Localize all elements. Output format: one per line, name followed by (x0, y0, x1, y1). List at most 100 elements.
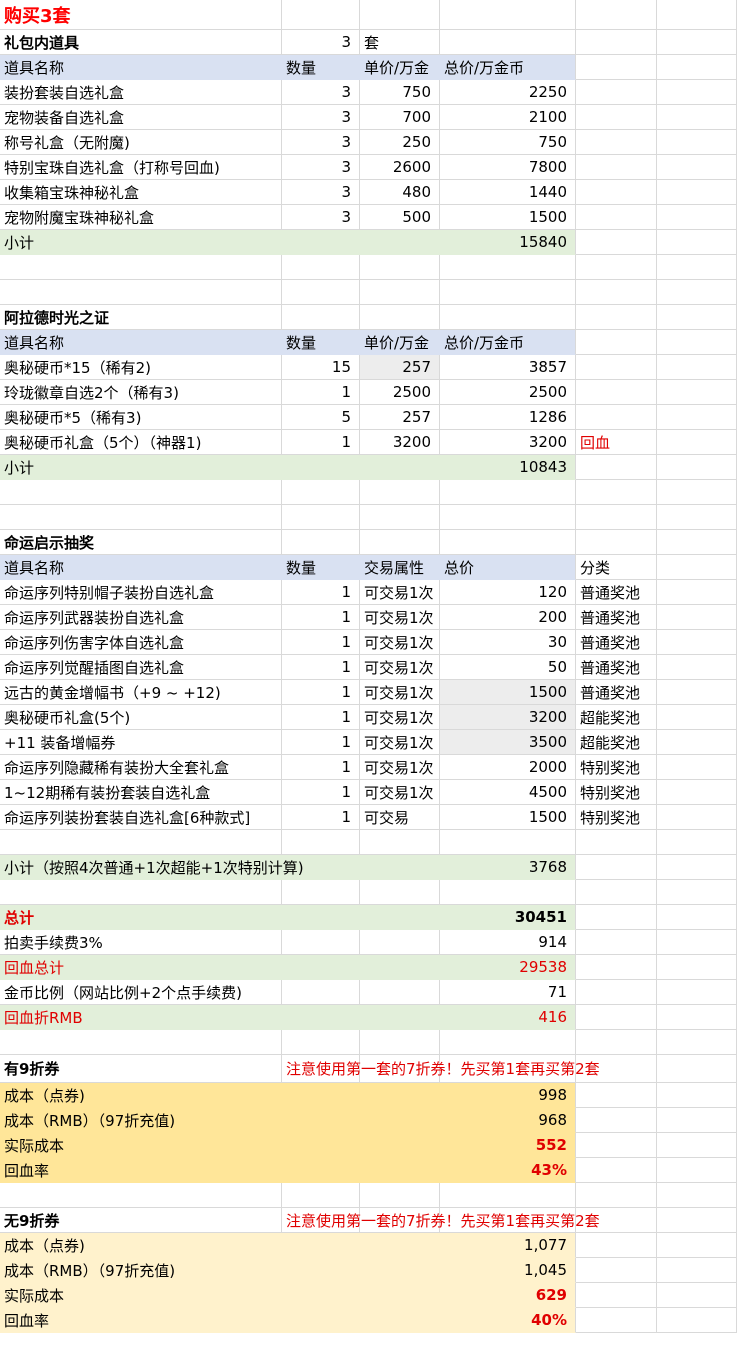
cell[interactable]: 超能奖池 (576, 730, 657, 755)
cell[interactable]: 实际成本 (0, 1133, 282, 1158)
cell[interactable]: 3 (282, 105, 360, 130)
cell[interactable] (657, 780, 737, 805)
cell[interactable]: 629 (440, 1283, 576, 1308)
cell[interactable] (657, 1055, 737, 1083)
cell[interactable]: 750 (440, 130, 576, 155)
cell[interactable]: 拍卖手续费3% (0, 930, 282, 955)
cell[interactable] (657, 955, 737, 980)
cell[interactable]: 1 (282, 605, 360, 630)
cell[interactable] (360, 480, 440, 505)
cell[interactable]: 500 (360, 205, 440, 230)
cell[interactable]: 1 (282, 730, 360, 755)
cell[interactable] (576, 380, 657, 405)
cell[interactable] (657, 130, 737, 155)
cell[interactable]: 可交易1次 (360, 680, 440, 705)
cell[interactable]: 10843 (440, 455, 576, 480)
cell[interactable]: 交易属性 (360, 555, 440, 580)
cell[interactable]: 30 (440, 630, 576, 655)
cell[interactable] (282, 0, 360, 30)
cell[interactable] (0, 1183, 282, 1208)
cell[interactable] (576, 230, 657, 255)
cell[interactable]: 特别宝珠自选礼盒（打称号回血) (0, 155, 282, 180)
cell[interactable] (657, 1158, 737, 1183)
cell[interactable]: 1,045 (440, 1258, 576, 1283)
cell[interactable]: 可交易 (360, 805, 440, 830)
cell[interactable] (282, 480, 360, 505)
cell[interactable] (657, 305, 737, 330)
cell[interactable] (440, 1183, 576, 1208)
cell[interactable]: 套 (360, 30, 440, 55)
cell[interactable] (282, 1258, 360, 1283)
cell[interactable] (282, 230, 360, 255)
cell[interactable] (576, 505, 657, 530)
cell[interactable] (440, 1030, 576, 1055)
cell[interactable]: 3200 (440, 705, 576, 730)
cell[interactable]: 3200 (360, 430, 440, 455)
cell[interactable] (440, 30, 576, 55)
cell[interactable] (440, 505, 576, 530)
cell[interactable]: 总价/万金币 (440, 55, 576, 80)
cell[interactable]: 3768 (440, 855, 576, 880)
cell[interactable]: 命运序列特别帽子装扮自选礼盒 (0, 580, 282, 605)
cell[interactable] (657, 530, 737, 555)
cell[interactable] (657, 480, 737, 505)
cell[interactable] (576, 855, 657, 880)
cell[interactable] (576, 1005, 657, 1030)
cell[interactable]: 小计（按照4次普通+1次超能+1次特别计算) (0, 855, 304, 880)
cell[interactable]: 3 (282, 205, 360, 230)
cell[interactable] (576, 30, 657, 55)
cell[interactable] (0, 1030, 282, 1055)
cell[interactable] (657, 230, 737, 255)
cell[interactable] (657, 105, 737, 130)
cell[interactable]: 3 (282, 130, 360, 155)
cell[interactable]: 416 (440, 1005, 576, 1030)
cell[interactable] (360, 830, 440, 855)
cell[interactable] (576, 1108, 657, 1133)
cell[interactable]: 1~12期稀有装扮套装自选礼盒 (0, 780, 282, 805)
cell[interactable] (282, 905, 360, 930)
cell[interactable]: 实际成本 (0, 1283, 282, 1308)
cell[interactable]: 分类 (576, 555, 657, 580)
cell[interactable]: 1 (282, 755, 360, 780)
cell[interactable] (440, 480, 576, 505)
cell[interactable]: 可交易1次 (360, 730, 440, 755)
cell[interactable] (282, 1030, 360, 1055)
cell[interactable]: 可交易1次 (360, 755, 440, 780)
cell[interactable]: 3500 (440, 730, 576, 755)
cell[interactable] (282, 305, 360, 330)
cell[interactable] (576, 1233, 657, 1258)
cell[interactable] (282, 1183, 360, 1208)
cell[interactable] (657, 605, 737, 630)
cell[interactable] (576, 355, 657, 380)
cell[interactable] (282, 255, 360, 280)
cell[interactable] (657, 980, 737, 1005)
cell[interactable] (576, 1183, 657, 1208)
cell[interactable]: 数量 (282, 330, 360, 355)
cell[interactable]: 998 (440, 1083, 576, 1108)
cell[interactable]: 29538 (440, 955, 576, 980)
cell[interactable]: 968 (440, 1108, 576, 1133)
cell[interactable] (657, 1108, 737, 1133)
cell[interactable]: 1 (282, 805, 360, 830)
cell[interactable] (657, 1183, 737, 1208)
cell[interactable]: 3 (282, 180, 360, 205)
cell[interactable] (657, 1283, 737, 1308)
cell[interactable]: 命运序列隐藏稀有装扮大全套礼盒 (0, 755, 282, 780)
cell[interactable] (360, 280, 440, 305)
cell[interactable] (576, 1308, 657, 1333)
cell[interactable]: 43% (440, 1158, 576, 1183)
cell[interactable]: 回血率 (0, 1308, 282, 1333)
cell[interactable] (360, 1183, 440, 1208)
cell[interactable] (360, 1005, 440, 1030)
cell[interactable] (576, 1055, 657, 1083)
cell[interactable]: 200 (440, 605, 576, 630)
cell[interactable]: 1500 (440, 680, 576, 705)
cell[interactable]: 15840 (440, 230, 576, 255)
cell[interactable]: 3200 (440, 430, 576, 455)
cell[interactable]: 道具名称 (0, 330, 282, 355)
cell[interactable] (576, 1030, 657, 1055)
cell[interactable] (657, 205, 737, 230)
cell[interactable] (360, 1283, 440, 1308)
cell[interactable] (657, 1005, 737, 1030)
cell[interactable] (657, 930, 737, 955)
